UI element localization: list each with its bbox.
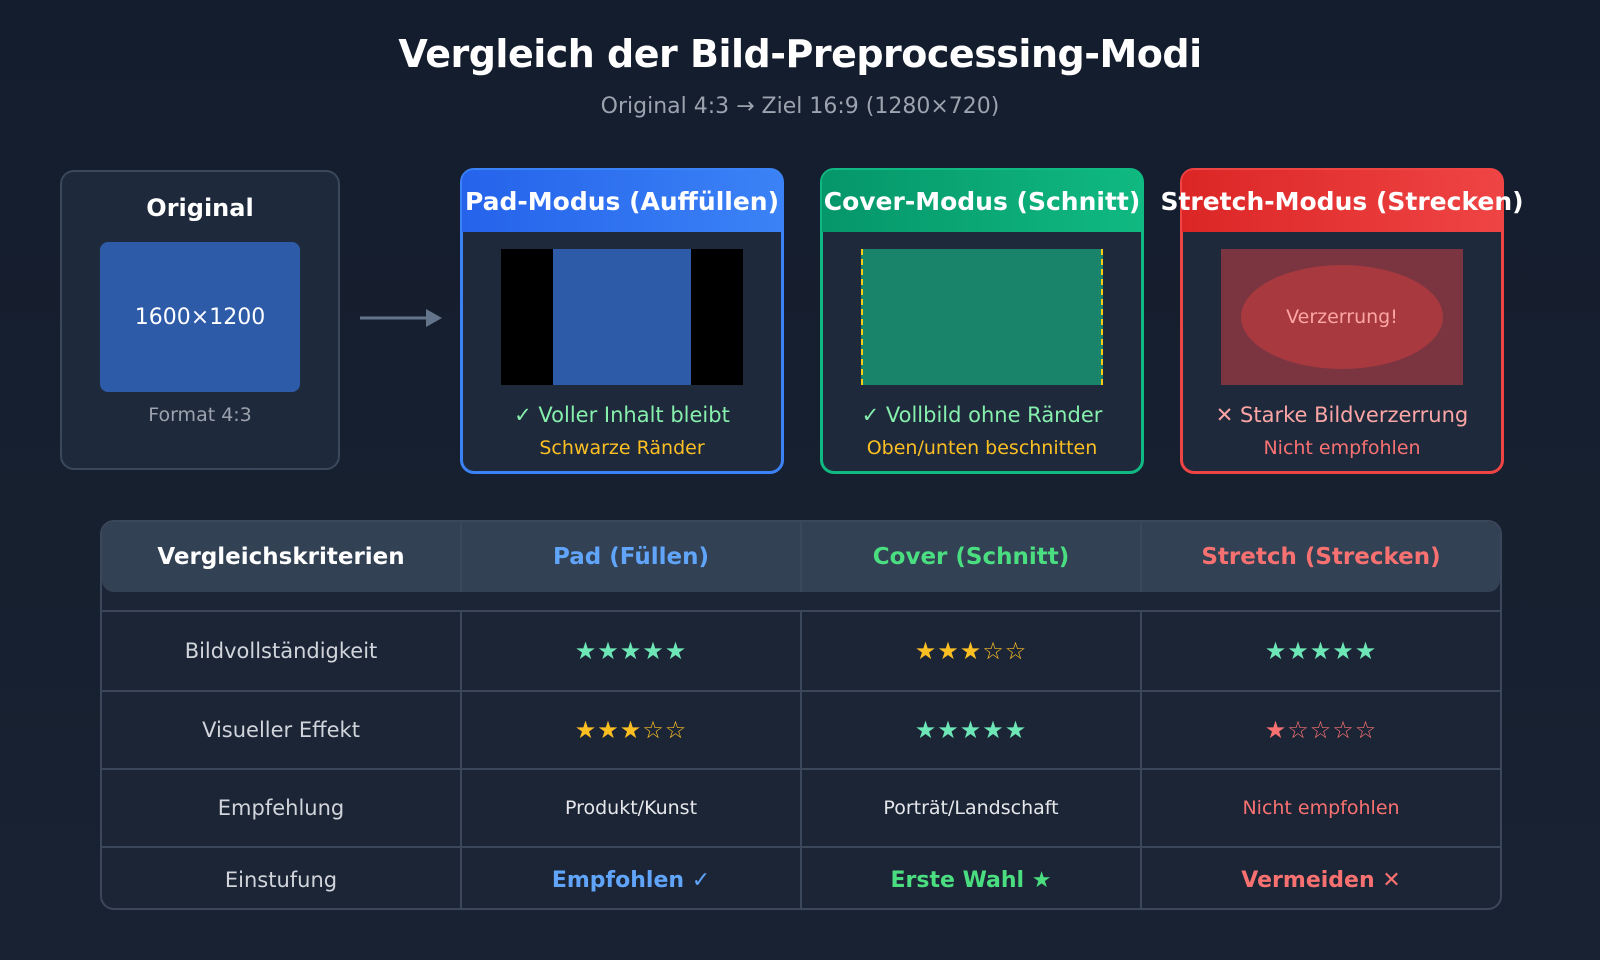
page-subtitle: Original 4:3 → Ziel 16:9 (1280×720) <box>600 94 1000 119</box>
table-row: Bildvollständigkeit ★★★★★ ★★★☆☆ ★★★★★ <box>102 612 1500 692</box>
rating-stars: ★★★★★ <box>1264 637 1378 665</box>
original-title: Original <box>146 194 254 222</box>
table-row: Empfehlung Produkt/Kunst Porträt/Landsch… <box>102 770 1500 848</box>
page-title: Vergleich der Bild-Preprocessing-Modi <box>398 32 1202 76</box>
rating-badge-stretch: Vermeiden ✕ <box>1241 867 1401 893</box>
original-card: Original 1600×1200 Format 4:3 <box>60 170 340 470</box>
distortion-ellipse: Verzerrung! <box>1241 265 1443 369</box>
cover-mode-con: Oben/unten beschnitten <box>866 437 1098 459</box>
header-cover: Cover (Schnitt) <box>802 522 1142 592</box>
recommendation-pad: Produkt/Kunst <box>462 770 802 846</box>
stretch-mode-preview: Verzerrung! <box>1221 249 1463 385</box>
cover-mode-card: Cover-Modus (Schnitt) ✓ Vollbild ohne Rä… <box>820 168 1144 474</box>
row-label: Bildvollständigkeit <box>102 612 462 690</box>
pad-mode-content <box>553 249 691 385</box>
rating-badge-pad: Empfohlen ✓ <box>462 848 802 908</box>
rating-stars: ★★★☆☆ <box>802 612 1142 690</box>
rating-stars: ★★★★★ <box>462 612 802 690</box>
comparison-table: Vergleichskriterien Pad (Füllen) Cover (… <box>100 520 1502 910</box>
pad-mode-preview <box>501 249 743 385</box>
recommendation-stretch: Nicht empfohlen <box>1242 797 1400 819</box>
cover-mode-pro: ✓ Vollbild ohne Ränder <box>861 403 1103 427</box>
stretch-mode-card: Stretch-Modus (Strecken) Verzerrung! ✕ S… <box>1160 168 1524 474</box>
stretch-mode-title: Stretch-Modus (Strecken) <box>1160 170 1524 232</box>
rating-stars: ★★★☆☆ <box>462 692 802 768</box>
distortion-label: Verzerrung! <box>1286 306 1398 328</box>
stretch-mode-con: ✕ Starke Bildverzerrung <box>1215 403 1469 427</box>
row-label: Empfehlung <box>102 770 462 846</box>
pad-mode-con: Schwarze Ränder <box>539 437 705 459</box>
header-stretch: Stretch (Strecken) <box>1201 544 1441 570</box>
table-row: Einstufung Empfohlen ✓ Erste Wahl ★ Verm… <box>102 848 1500 908</box>
original-image-preview: 1600×1200 <box>100 242 300 392</box>
table-row: Visueller Effekt ★★★☆☆ ★★★★★ ★☆☆☆☆ <box>102 692 1500 770</box>
row-label: Visueller Effekt <box>102 692 462 768</box>
table-header-row: Vergleichskriterien Pad (Füllen) Cover (… <box>102 522 1500 612</box>
original-caption: Format 4:3 <box>148 404 252 426</box>
cover-mode-title: Cover-Modus (Schnitt) <box>822 170 1142 232</box>
stretch-mode-note: Nicht empfohlen <box>1263 437 1421 459</box>
arrow-right-icon <box>360 309 442 327</box>
cover-mode-preview <box>861 249 1103 385</box>
header-pad: Pad (Füllen) <box>462 522 802 592</box>
recommendation-cover: Porträt/Landschaft <box>802 770 1142 846</box>
rating-stars: ★★★★★ <box>802 692 1142 768</box>
header-criteria: Vergleichskriterien <box>102 522 462 592</box>
original-size-label: 1600×1200 <box>134 304 266 330</box>
rating-badge-cover: Erste Wahl ★ <box>802 848 1142 908</box>
pad-mode-title: Pad-Modus (Auffüllen) <box>462 170 782 232</box>
pad-mode-pro: ✓ Voller Inhalt bleibt <box>514 403 730 427</box>
pad-mode-card: Pad-Modus (Auffüllen) ✓ Voller Inhalt bl… <box>460 168 784 474</box>
row-label: Einstufung <box>102 848 462 908</box>
rating-stars: ★☆☆☆☆ <box>1264 716 1378 744</box>
